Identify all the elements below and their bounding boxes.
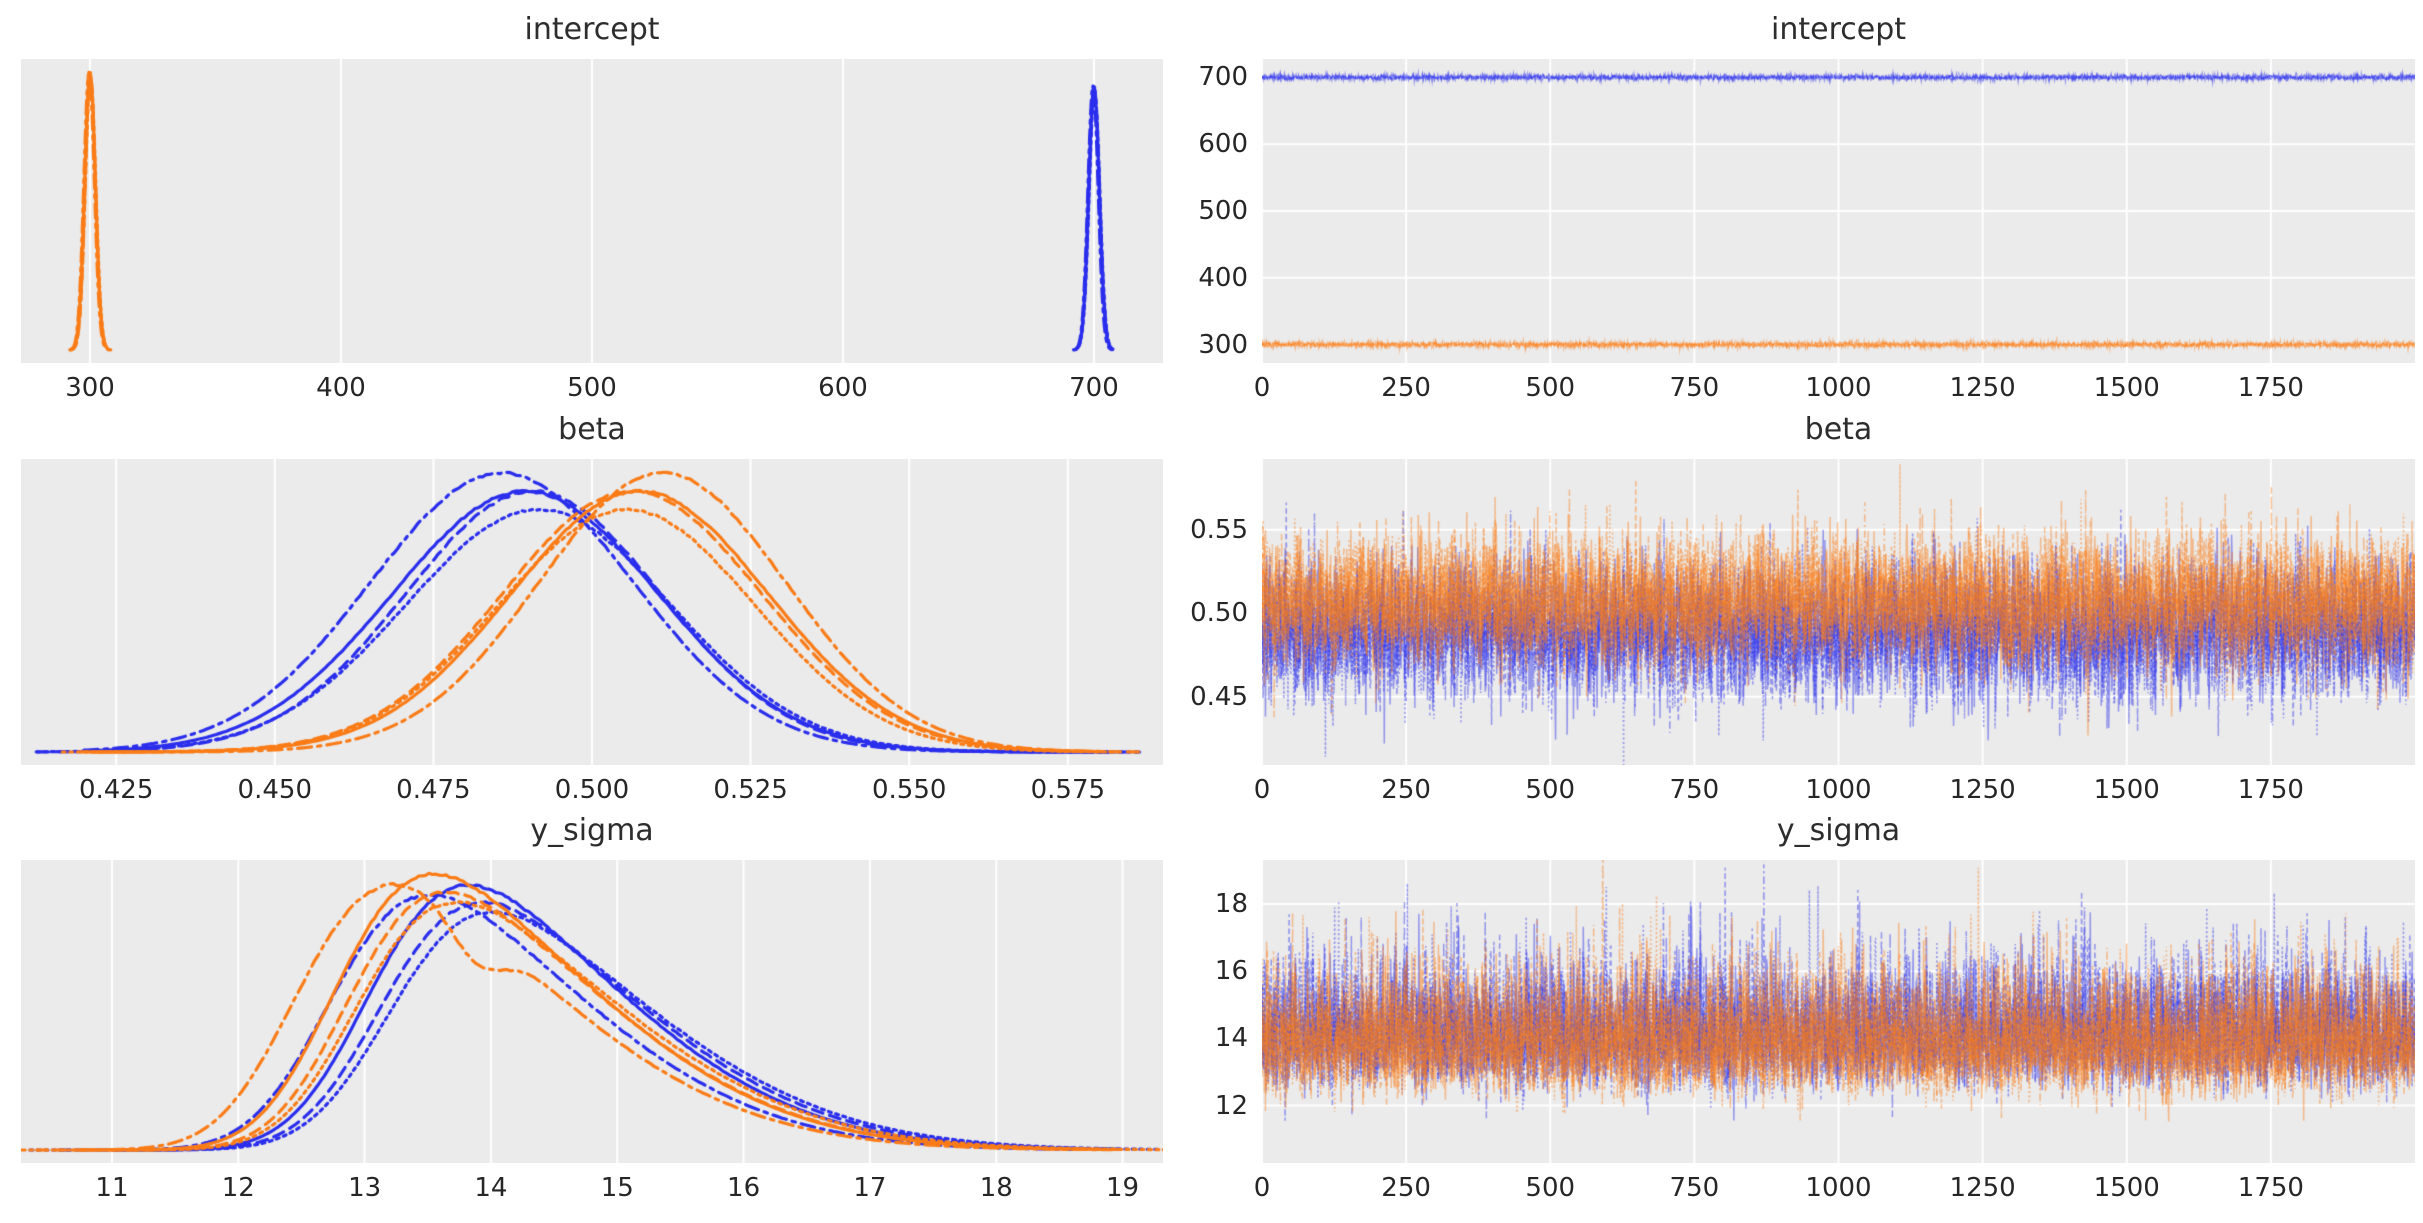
y-tick-label: 600 bbox=[1198, 129, 1248, 160]
y-tick-label: 700 bbox=[1198, 62, 1248, 93]
y-tick-label: 400 bbox=[1198, 262, 1248, 293]
panel-beta-kde bbox=[21, 459, 1163, 765]
x-tick-label: 14 bbox=[474, 1173, 508, 1203]
x-tick-label: 1250 bbox=[1949, 775, 2016, 805]
subplot-title-beta-trace: beta bbox=[1804, 412, 1873, 447]
x-tick-label: 1750 bbox=[2237, 775, 2304, 805]
x-tick-label: 750 bbox=[1669, 775, 1720, 805]
y_sigma-trace-plot-canvas bbox=[1262, 860, 2415, 1163]
x-tick-label: 0.575 bbox=[1030, 775, 1106, 805]
x-tick-label: 1250 bbox=[1949, 373, 2016, 403]
beta-kde-plot-canvas bbox=[21, 459, 1163, 765]
x-tick-label: 600 bbox=[818, 373, 868, 403]
x-tick-label: 500 bbox=[567, 373, 617, 403]
x-tick-label: 1750 bbox=[2237, 373, 2304, 403]
x-tick-label: 0.525 bbox=[713, 775, 788, 805]
x-tick-label: 1000 bbox=[1805, 373, 1872, 403]
y-tick-label: 0.55 bbox=[1190, 514, 1248, 545]
x-tick-label: 18 bbox=[979, 1173, 1013, 1203]
intercept-kde-plot-canvas bbox=[21, 59, 1163, 363]
x-tick-label: 19 bbox=[1106, 1173, 1140, 1203]
x-tick-label: 250 bbox=[1381, 775, 1431, 805]
y-tick-label: 300 bbox=[1198, 329, 1248, 360]
subplot-title-beta-kde: beta bbox=[558, 412, 626, 447]
x-tick-label: 0.550 bbox=[872, 775, 947, 805]
x-tick-label: 15 bbox=[600, 1173, 634, 1203]
x-tick-label: 1250 bbox=[1949, 1173, 2016, 1203]
y-tick-label: 14 bbox=[1214, 1023, 1248, 1054]
x-tick-label: 0.450 bbox=[237, 775, 312, 805]
x-tick-label: 11 bbox=[95, 1173, 129, 1203]
panel-intercept-trace bbox=[1262, 59, 2415, 363]
x-tick-label: 300 bbox=[65, 373, 115, 403]
intercept-trace-plot-canvas bbox=[1262, 59, 2415, 363]
x-tick-label: 750 bbox=[1669, 1173, 1720, 1203]
x-tick-label: 400 bbox=[316, 373, 366, 403]
subplot-title-intercept-trace: intercept bbox=[1771, 12, 1906, 47]
x-tick-label: 12 bbox=[221, 1173, 255, 1203]
x-tick-label: 750 bbox=[1669, 373, 1720, 403]
panel-y_sigma-kde bbox=[21, 860, 1163, 1163]
x-tick-label: 17 bbox=[853, 1173, 887, 1203]
x-tick-label: 0.425 bbox=[78, 775, 154, 805]
y-tick-label: 0.45 bbox=[1190, 681, 1248, 712]
panel-beta-trace bbox=[1262, 459, 2415, 765]
x-tick-label: 0 bbox=[1253, 373, 1271, 403]
x-tick-label: 0.500 bbox=[554, 775, 630, 805]
panel-intercept-kde bbox=[21, 59, 1163, 363]
subplot-title-y_sigma-trace: y_sigma bbox=[1776, 813, 1901, 848]
x-tick-label: 13 bbox=[348, 1173, 382, 1203]
x-tick-label: 250 bbox=[1381, 373, 1431, 403]
x-tick-label: 700 bbox=[1069, 373, 1119, 403]
beta-trace-plot-canvas bbox=[1262, 459, 2415, 765]
x-tick-label: 1000 bbox=[1805, 1173, 1872, 1203]
x-tick-label: 0 bbox=[1253, 1173, 1271, 1203]
y-tick-label: 16 bbox=[1214, 956, 1248, 987]
x-tick-label: 1000 bbox=[1805, 775, 1872, 805]
y-tick-label: 18 bbox=[1214, 889, 1248, 919]
subplot-title-y_sigma-kde: y_sigma bbox=[530, 813, 654, 848]
y-tick-label: 0.50 bbox=[1190, 598, 1248, 629]
x-tick-label: 1500 bbox=[2093, 775, 2160, 805]
x-tick-label: 16 bbox=[727, 1173, 761, 1203]
x-tick-label: 0.475 bbox=[396, 775, 471, 805]
y_sigma-kde-plot-canvas bbox=[21, 860, 1163, 1163]
y-tick-label: 12 bbox=[1214, 1090, 1248, 1121]
y-tick-label: 500 bbox=[1198, 196, 1248, 226]
panel-y_sigma-trace bbox=[1262, 860, 2415, 1163]
x-tick-label: 250 bbox=[1381, 1173, 1431, 1203]
x-tick-label: 1500 bbox=[2093, 1173, 2160, 1203]
subplot-title-intercept-kde: intercept bbox=[524, 12, 660, 47]
x-tick-label: 1500 bbox=[2093, 373, 2160, 403]
x-tick-label: 500 bbox=[1525, 373, 1576, 403]
x-tick-label: 0 bbox=[1253, 775, 1271, 805]
x-tick-label: 1750 bbox=[2237, 1173, 2304, 1203]
x-tick-label: 500 bbox=[1525, 1173, 1576, 1203]
x-tick-label: 500 bbox=[1525, 775, 1576, 805]
